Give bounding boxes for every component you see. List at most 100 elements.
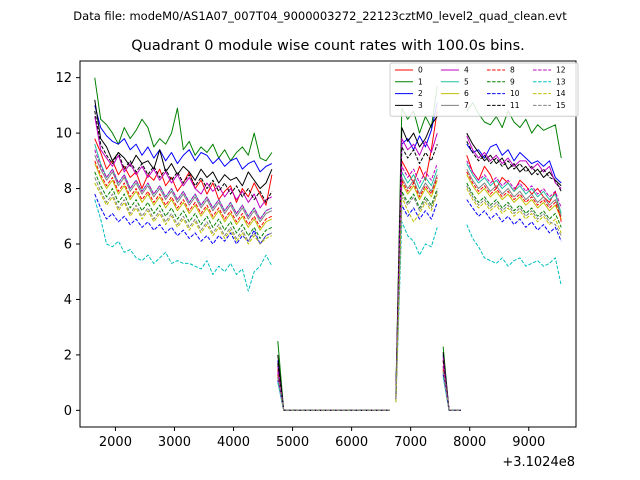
series-6-line-segment <box>466 174 562 220</box>
series-7-line-segment <box>466 168 562 217</box>
legend-label: 9 <box>510 77 515 86</box>
legend-label: 0 <box>418 66 423 75</box>
legend-label: 1 <box>418 77 423 86</box>
series-1-line-segment <box>94 77 273 162</box>
legend-label: 3 <box>418 101 423 110</box>
x-tick-label: 6000 <box>335 435 368 450</box>
plot-area <box>94 77 562 411</box>
series-14-line-segment <box>395 193 438 403</box>
legend-label: 10 <box>510 89 520 98</box>
series-0-line-segment <box>395 110 438 397</box>
y-tick-label: 12 <box>55 71 72 86</box>
legend-label: 8 <box>510 66 515 75</box>
legend-label: 15 <box>556 101 566 110</box>
legend-item-9: 9 <box>487 77 515 86</box>
series-10-line-segment <box>395 202 438 403</box>
series-6-line-segment <box>94 163 273 231</box>
legend-item-3: 3 <box>395 101 423 110</box>
series-2-line-segment <box>466 143 562 184</box>
series-9-line-segment <box>94 171 273 239</box>
series-15 <box>94 177 562 411</box>
series-15-line-segment <box>466 185 562 236</box>
series-15-line-segment <box>395 191 438 400</box>
series-12-line-segment <box>395 163 438 400</box>
series-8-line-segment <box>395 177 438 400</box>
legend-label: 14 <box>556 89 566 98</box>
y-tick-label: 8 <box>64 182 72 197</box>
y-tick-label: 10 <box>55 127 72 142</box>
series-8-line-segment <box>466 171 562 220</box>
series-9-line-segment <box>395 188 438 400</box>
legend-label: 13 <box>556 77 566 86</box>
legend-item-14: 14 <box>533 89 566 98</box>
x-tick-label: 7000 <box>394 435 427 450</box>
chart-title: Quadrant 0 module wise count rates with … <box>131 38 525 54</box>
legend-item-7: 7 <box>441 101 469 110</box>
legend-item-6: 6 <box>441 89 469 98</box>
legend-label: 2 <box>418 89 423 98</box>
y-tick-label: 0 <box>64 404 72 419</box>
legend-item-10: 10 <box>487 89 520 98</box>
series-15-line-segment <box>442 371 461 411</box>
series-10-line-segment <box>94 193 273 245</box>
legend-label: 5 <box>464 77 469 86</box>
legend-label: 11 <box>510 101 520 110</box>
series-4-line-segment <box>94 116 273 209</box>
series-4-line-segment <box>395 132 438 397</box>
x-tick-label: 2000 <box>99 435 132 450</box>
chart-suptitle: Data file: modeM0/AS1A07_007T04_90000032… <box>73 9 567 23</box>
series-9-line-segment <box>466 182 562 228</box>
series-3-line-segment <box>466 132 562 187</box>
series-2-line-segment <box>395 102 438 394</box>
y-tick-label: 4 <box>64 293 72 308</box>
legend-item-5: 5 <box>441 77 469 86</box>
x-tick-label: 3000 <box>158 435 191 450</box>
x-offset-label: +3.1024e8 <box>502 455 575 470</box>
series-5-line-segment <box>395 168 438 400</box>
legend-frame <box>389 62 579 117</box>
series-12-line-segment <box>466 160 562 209</box>
series-12-line-segment <box>94 149 273 220</box>
series-11-line-segment <box>466 141 562 192</box>
series-15-line-segment <box>94 177 273 245</box>
x-tick-label: 9000 <box>512 435 545 450</box>
series-2-line-segment <box>94 105 273 173</box>
series-11-line-segment <box>395 144 438 397</box>
legend-label: 6 <box>464 89 469 98</box>
legend-item-12: 12 <box>533 66 566 75</box>
x-tick-label: 4000 <box>217 435 250 450</box>
x-tick-label: 5000 <box>276 435 309 450</box>
series-7-line-segment <box>395 174 438 400</box>
y-tick-label: 2 <box>64 348 72 363</box>
series-11-line-segment <box>94 110 273 203</box>
legend-label: 12 <box>556 66 566 75</box>
axes: 2000 3000 4000 5000 6000 7000 8000 900002468101… <box>55 60 577 450</box>
series-3-line-segment <box>395 116 438 394</box>
legend-item-8: 8 <box>487 66 515 75</box>
series-8-line-segment <box>94 160 273 228</box>
legend-item-13: 13 <box>533 77 566 86</box>
legend-item-15: 15 <box>533 101 566 110</box>
series-10-line-segment <box>466 199 562 242</box>
series-13-line-segment <box>94 199 273 292</box>
x-tick-label: 8000 <box>453 435 486 450</box>
series-5-line-segment <box>466 163 562 214</box>
series-6-line-segment <box>395 180 438 400</box>
legend-item-0: 0 <box>395 66 423 75</box>
series-13-line-segment <box>395 221 438 403</box>
legend-item-11: 11 <box>487 101 520 110</box>
series-7-line-segment <box>94 155 273 223</box>
y-tick-label: 6 <box>64 238 72 253</box>
series-3-line-segment <box>94 99 273 190</box>
series-1-line-segment <box>466 102 562 159</box>
legend-item-1: 1 <box>395 77 423 86</box>
series-15-line-segment <box>277 377 390 411</box>
series-4-line-segment <box>466 135 562 189</box>
legend-label: 7 <box>464 101 469 110</box>
series-14-line-segment <box>466 188 562 234</box>
legend-item-4: 4 <box>441 66 469 75</box>
series-14-line-segment <box>94 182 273 245</box>
legend-label: 4 <box>464 66 469 75</box>
